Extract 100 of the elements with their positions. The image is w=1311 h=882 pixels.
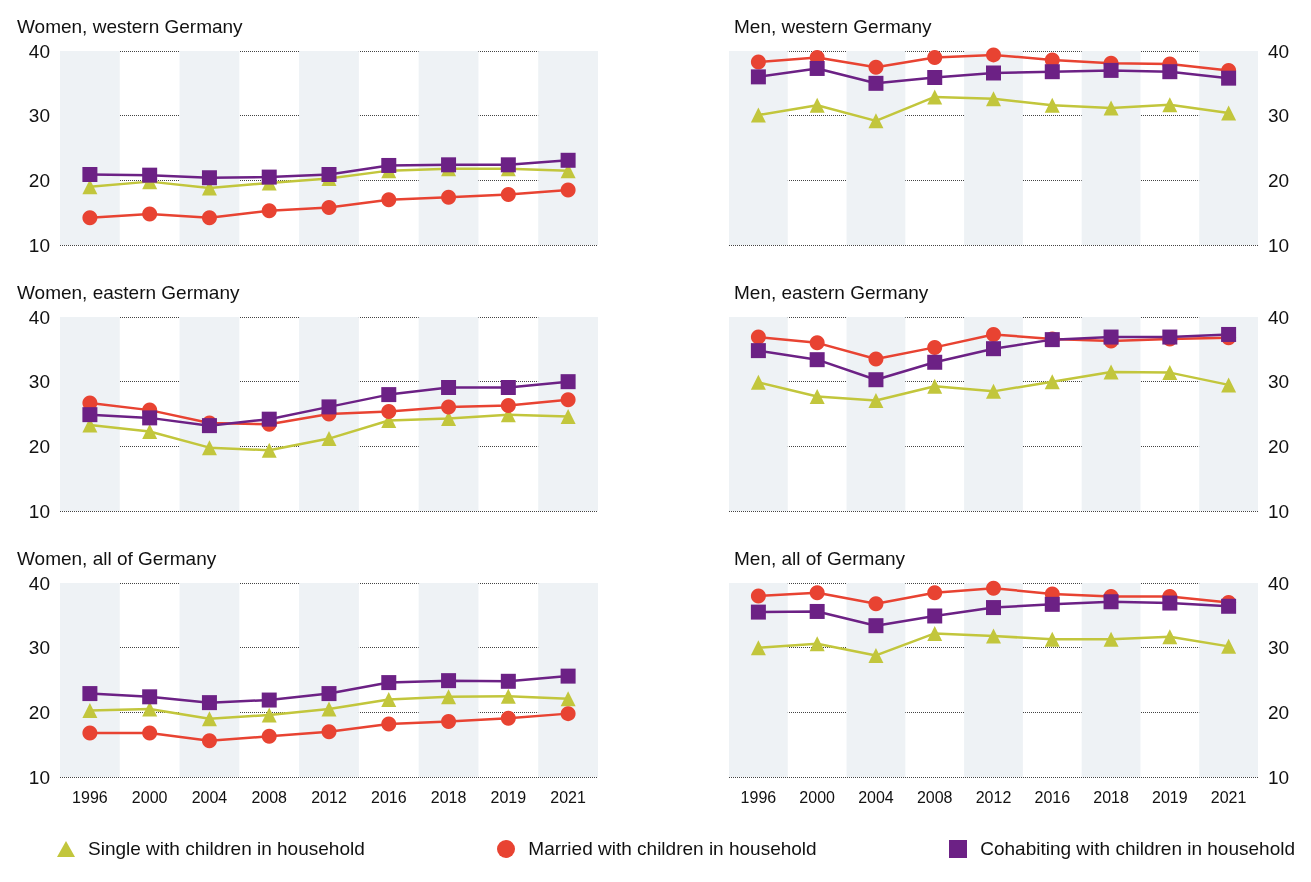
x-tick-label: 2004 xyxy=(858,788,894,806)
point xyxy=(261,707,277,723)
point xyxy=(750,640,766,656)
point xyxy=(809,603,825,619)
y-tick-label: 40 xyxy=(1268,306,1290,328)
x-tick-label: 1996 xyxy=(72,788,108,806)
point xyxy=(1103,100,1119,116)
point xyxy=(809,585,825,601)
point xyxy=(201,711,217,727)
point xyxy=(1044,631,1060,647)
point xyxy=(809,352,825,368)
point xyxy=(441,399,457,415)
point xyxy=(201,210,217,226)
chart-title: Women, western Germany xyxy=(17,16,244,37)
point xyxy=(1044,97,1060,113)
point xyxy=(560,374,576,390)
y-tick-label: 30 xyxy=(1268,637,1290,659)
point xyxy=(986,47,1001,63)
point xyxy=(1103,329,1119,345)
point xyxy=(500,398,516,414)
y-tick-label: 40 xyxy=(28,572,50,594)
x-tick-label: 2018 xyxy=(430,788,467,806)
point xyxy=(142,206,158,222)
point xyxy=(441,713,457,729)
point xyxy=(441,157,457,173)
point xyxy=(986,326,1001,342)
point xyxy=(750,107,766,123)
point xyxy=(750,374,766,390)
y-tick-label: 40 xyxy=(1268,572,1290,594)
point xyxy=(142,167,158,183)
x-tick-label: 2012 xyxy=(975,788,1012,806)
point xyxy=(321,399,337,415)
point xyxy=(321,724,337,740)
point xyxy=(986,600,1001,616)
point xyxy=(1221,638,1237,654)
y-tick-label: 10 xyxy=(1268,500,1290,522)
point xyxy=(809,60,825,76)
point xyxy=(560,409,576,425)
x-tick-label: 2021 xyxy=(550,788,587,806)
point xyxy=(261,411,277,427)
y-tick-label: 20 xyxy=(1268,701,1290,723)
x-tick-label: 2021 xyxy=(1210,788,1247,806)
point xyxy=(560,706,576,722)
x-tick-label: 2008 xyxy=(916,788,953,806)
y-tick-label: 20 xyxy=(1268,169,1290,191)
point xyxy=(750,329,766,345)
point xyxy=(441,673,457,689)
y-tick-label: 30 xyxy=(1268,371,1290,393)
point xyxy=(82,686,98,702)
y-tick-label: 20 xyxy=(28,435,50,457)
point xyxy=(868,596,884,612)
chart-title: Women, all of Germany xyxy=(17,548,217,569)
point xyxy=(1103,364,1119,380)
point xyxy=(261,203,277,219)
point xyxy=(927,378,943,394)
point xyxy=(500,379,516,395)
point xyxy=(809,636,825,652)
point xyxy=(201,440,217,456)
point xyxy=(82,210,98,226)
chart-title: Men, western Germany xyxy=(734,16,932,37)
point xyxy=(809,389,825,405)
y-tick-label: 40 xyxy=(28,40,50,62)
point xyxy=(750,604,766,620)
point xyxy=(750,588,766,604)
point xyxy=(500,710,516,726)
point xyxy=(927,585,943,601)
point xyxy=(1221,598,1237,614)
point xyxy=(441,189,457,205)
point xyxy=(261,692,277,708)
y-tick-label: 10 xyxy=(28,766,50,788)
point xyxy=(868,113,884,129)
point xyxy=(82,407,98,423)
y-tick-label: 20 xyxy=(1268,435,1290,457)
y-tick-label: 40 xyxy=(28,306,50,328)
point xyxy=(927,70,943,86)
point xyxy=(321,431,337,447)
point xyxy=(1221,70,1237,86)
point xyxy=(986,341,1001,357)
y-tick-label: 10 xyxy=(28,500,50,522)
point xyxy=(381,192,397,208)
point xyxy=(1221,105,1237,121)
point xyxy=(927,354,943,370)
point xyxy=(927,89,943,105)
y-tick-label: 10 xyxy=(1268,766,1290,788)
point xyxy=(1103,62,1119,78)
legend-label: Single with children in household xyxy=(88,838,365,860)
point xyxy=(500,688,516,704)
point xyxy=(82,167,98,183)
legend-label: Cohabiting with children in household xyxy=(980,838,1295,860)
point xyxy=(321,701,337,717)
point xyxy=(1044,374,1060,390)
point xyxy=(261,169,277,185)
point xyxy=(381,157,397,173)
point xyxy=(1162,64,1178,80)
x-tick-label: 2016 xyxy=(1034,788,1071,806)
x-tick-label: 2012 xyxy=(311,788,347,806)
x-tick-label: 2016 xyxy=(370,788,407,806)
point xyxy=(142,423,158,439)
point xyxy=(868,59,884,75)
point xyxy=(500,187,516,203)
